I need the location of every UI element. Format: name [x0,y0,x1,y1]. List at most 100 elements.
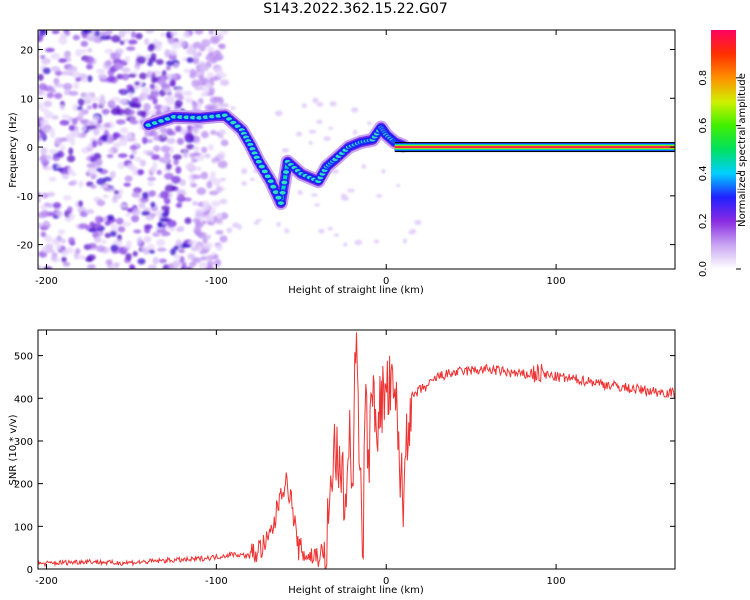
spectrogram-speckle [208,176,216,183]
spectrogram-speckle [77,98,85,107]
spectrogram-speckle [55,243,62,251]
spectrogram-speckle [127,163,135,171]
spectrogram-speckle [126,207,134,213]
spectrogram-speckle [408,231,416,235]
spectrogram-speckle [89,156,96,162]
spectrogram-speckle [219,79,230,86]
spectrogram-speckle [43,266,53,269]
spectrogram-speckle [38,222,44,228]
spectrogram-speckle [119,203,128,209]
spectrogram-speckle [118,138,128,147]
spectrogram-speckle [187,253,196,260]
spectrogram-speckle [147,45,155,52]
spectrogram-speckle [99,35,109,41]
spectrogram-speckle [127,39,138,45]
spectrogram-speckle [97,73,107,80]
spectrogram-speckle [38,102,44,110]
spectrogram-speckle [51,115,59,120]
spectrogram-speckle [141,93,149,98]
spectrogram-speckle [192,201,198,206]
spectrogram-speckle [48,149,58,154]
spectrogram-speckle [68,237,76,244]
spectrogram-speckle [94,222,102,229]
spectrogram-speckle [200,130,209,139]
spectrogram-speckle [213,49,222,57]
spectrogram-speckle [192,218,201,224]
spectrogram-speckle [67,65,78,72]
spectrogram-speckle [137,258,146,265]
spectrogram-speckle [207,144,214,151]
spectrogram-speckle [110,96,121,102]
spectrogram-speckle [114,62,124,71]
spectrogram-speckle [206,180,213,189]
spectrogram-ridge-core [277,201,284,205]
spectrogram-speckle [61,70,71,76]
spectrogram-x-axis-label: Height of straight line (km) [288,285,424,296]
spectrogram-speckle [192,57,200,65]
spectrogram-speckle [117,162,126,170]
spectrogram-speckle [78,223,89,229]
spectrogram-speckle [38,90,47,97]
spectrogram-speckle [86,167,97,176]
spectrogram-speckle [171,41,182,50]
spectrogram-speckle [175,88,183,94]
snr-y-tick-label: 400 [14,394,33,405]
spectrogram-speckle [192,102,198,109]
spectrogram-speckle [43,100,53,108]
spectrogram-speckle [82,109,89,115]
spectrogram-speckle [208,87,215,95]
spectrogram-speckle [79,119,88,124]
spectrogram-noise [38,30,422,269]
spectrogram-speckle [68,125,76,131]
spectrogram-speckle [174,99,183,107]
spectrogram-speckle [226,227,233,234]
spectrogram-speckle [73,81,79,90]
spectrogram-speckle [143,235,152,244]
spectrogram-speckle [45,47,55,53]
spectrogram-ridge-core [272,190,279,194]
snr-plot-area [38,330,675,569]
spectrogram-speckle [170,248,177,256]
spectrogram-speckle [205,265,215,269]
spectrogram-speckle [138,72,148,80]
spectrogram-speckle [189,261,197,268]
spectrogram-y-tick-label: 0 [27,143,33,154]
spectrogram-speckle [54,70,63,76]
spectrogram-speckle [40,231,47,238]
spectrogram-speckle [150,201,156,208]
spectrogram-speckle [333,233,340,237]
spectrogram-ridge-core [281,180,288,185]
spectrogram-speckle [144,225,151,234]
spectrogram-speckle [160,228,168,237]
spectrogram-speckle [199,249,208,255]
spectrogram-speckle [57,229,66,235]
spectrogram-speckle [38,196,42,203]
spectrogram-speckle [92,231,99,239]
spectrogram-speckle [78,180,84,188]
spectrogram-speckle [281,147,290,153]
spectrogram-speckle [202,236,208,245]
spectrogram-speckle [38,133,45,138]
spectrogram-speckle [155,58,164,66]
spectrogram-speckle [121,73,130,81]
spectrogram-speckle [156,238,166,247]
spectrogram-speckle [111,224,118,232]
spectrogram-speckle [50,52,61,60]
spectrogram-speckle [153,145,161,152]
spectrogram-speckle [72,70,81,79]
spectrogram-speckle [41,192,49,199]
spectrogram-speckle [115,217,124,225]
spectrogram-speckle [185,49,192,54]
spectrogram-speckle [284,228,290,234]
spectrogram-speckle [126,84,134,91]
spectrogram-speckle [68,213,75,221]
spectrogram-speckle [192,41,202,49]
spectrogram-speckle [173,254,181,259]
spectrogram-speckle [85,208,95,215]
spectrogram-speckle [170,30,178,37]
spectrogram-speckle [207,46,215,53]
spectrogram-speckle [176,227,185,233]
spectrogram-y-tick-label: 10 [20,94,33,105]
spectrogram-speckle [327,126,334,130]
spectrogram-speckle [114,262,120,268]
